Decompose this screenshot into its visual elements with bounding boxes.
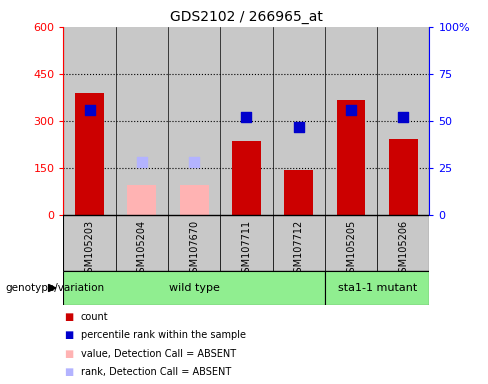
Text: GSM105205: GSM105205 [346,220,356,279]
Point [138,159,146,166]
Text: genotype/variation: genotype/variation [5,283,104,293]
Bar [337,99,366,215]
Bar [325,215,377,271]
Bar [116,27,168,215]
Text: rank, Detection Call = ABSENT: rank, Detection Call = ABSENT [81,367,231,377]
Bar [63,215,116,271]
Text: ■: ■ [64,312,73,322]
Bar [168,27,220,215]
Text: GSM107711: GSM107711 [242,220,251,279]
Text: count: count [81,312,108,322]
Text: GSM105206: GSM105206 [398,220,408,279]
Bar [273,27,325,215]
Bar [377,215,429,271]
Bar [116,215,168,271]
Text: ■: ■ [64,367,73,377]
Bar [220,27,273,215]
Bar [63,271,325,305]
Text: sta1-1 mutant: sta1-1 mutant [338,283,417,293]
Bar [127,185,156,215]
Text: GSM105204: GSM105204 [137,220,147,279]
Text: value, Detection Call = ABSENT: value, Detection Call = ABSENT [81,349,236,359]
Text: percentile rank within the sample: percentile rank within the sample [81,330,245,340]
Text: ■: ■ [64,349,73,359]
Bar [377,27,429,215]
Bar [220,215,273,271]
Bar [273,215,325,271]
Bar [180,185,208,215]
Text: GSM105203: GSM105203 [84,220,95,279]
Bar [232,141,261,215]
Bar [325,271,429,305]
Point [86,107,94,113]
Text: ■: ■ [64,330,73,340]
Title: GDS2102 / 266965_at: GDS2102 / 266965_at [170,10,323,25]
Point [295,124,303,130]
Text: GSM107670: GSM107670 [189,220,199,279]
Bar [168,215,220,271]
Bar [63,27,116,215]
Bar [75,93,104,215]
Text: wild type: wild type [169,283,220,293]
Text: GSM107712: GSM107712 [294,220,304,279]
Bar [285,170,313,215]
Bar [389,139,418,215]
Bar [325,27,377,215]
Point [399,114,407,120]
Point [243,114,250,120]
Point [190,159,198,166]
Point [347,107,355,113]
